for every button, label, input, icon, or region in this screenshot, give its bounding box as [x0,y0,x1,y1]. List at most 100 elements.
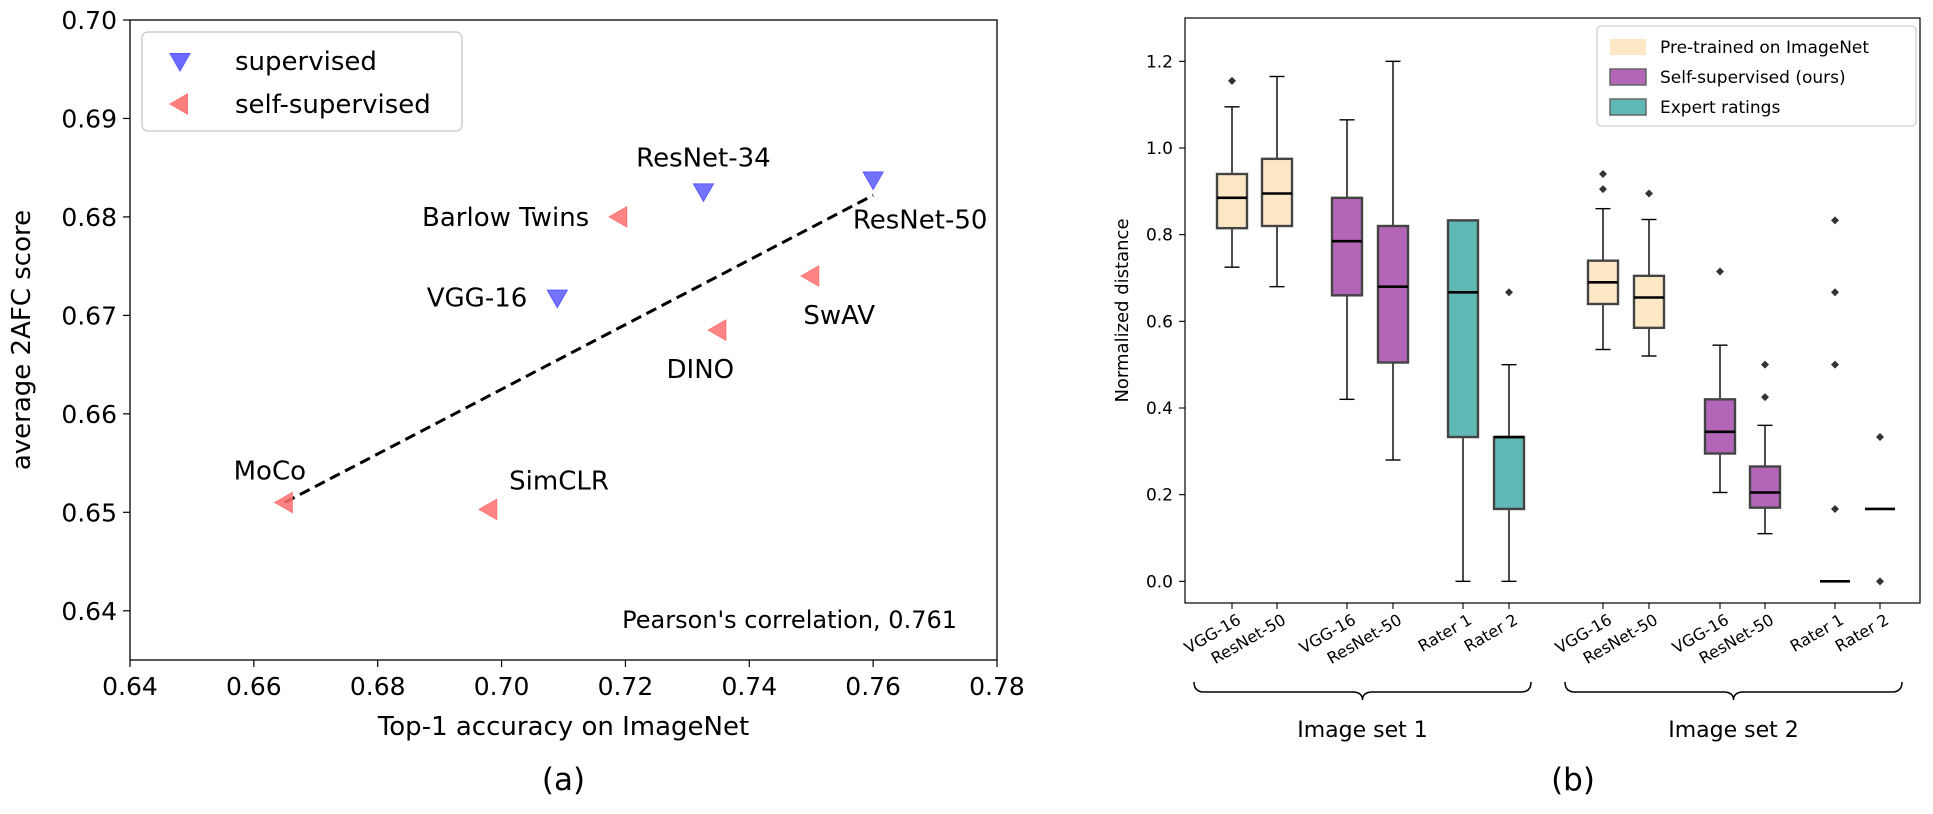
x-tick-label: 0.68 [350,672,406,701]
outlier-point [1876,433,1884,442]
outlier-point [1599,185,1607,194]
outlier-point [1645,189,1653,198]
y-tick-label: 0.66 [61,400,117,429]
box-5 [1492,288,1526,583]
outlier-point [1505,288,1513,297]
point-label: VGG-16 [427,284,528,314]
group-brace [1193,681,1532,701]
box-iqr [1446,219,1480,439]
data-point-vgg-16 [546,289,569,309]
box-1 [1260,75,1294,288]
x-axis-label: Top-1 accuracy on ImageNet [377,712,749,742]
legend-box [1596,25,1917,127]
group-label: Image set 1 [1297,718,1428,743]
legend-label-supervised: supervised [235,47,377,77]
group-label: Image set 2 [1668,718,1799,743]
y-tick-label: 0.69 [61,104,117,133]
legend-label-expert: Expert ratings [1660,98,1780,118]
box-iqr [1376,224,1410,364]
point-label: SimCLR [509,466,609,496]
y-tick-label: 1.0 [1146,139,1173,159]
box-iqr [1492,435,1526,511]
outlier-point [1599,170,1607,178]
panel-label-b: (b) [1551,762,1595,798]
y-axis-label: Normalized distance [1112,218,1133,402]
box-2 [1330,119,1364,401]
data-point-dino [707,319,727,342]
y-tick-label: 0.70 [61,6,117,35]
legend-marker-supervised [169,53,191,73]
regression-fit-line [284,193,874,504]
box-11 [1865,433,1895,586]
x-tick-label: 0.78 [969,672,1025,701]
box-iqr [1330,196,1364,297]
plot-frame [129,19,998,661]
y-tick-label: 0.8 [1146,226,1173,246]
data-point-simclr [478,498,498,521]
legend: supervised self-supervised [141,31,463,132]
y-tick-label: 0.2 [1146,486,1173,506]
legend-swatch-pretrained [1610,39,1646,55]
point-label: ResNet-50 [853,206,988,236]
box-6 [1586,170,1620,351]
point-label: SwAV [803,301,875,331]
legend-box [141,31,463,132]
plot-frame [1184,17,1921,604]
data-point-swav [800,265,820,287]
legend-label-self: self-supervised [235,90,431,120]
y-tick-label: 0.65 [61,498,117,527]
data-point-resnet-34 [692,183,715,203]
panel-label-a: (a) [542,762,585,798]
legend-label-pretrained: Pre-trained on ImageNet [1660,38,1869,58]
box-8 [1703,267,1737,494]
outlier-point [1831,360,1839,369]
point-label: DINO [667,355,735,385]
y-tick-label: 1.2 [1146,52,1173,72]
y-tick-label: 0.64 [61,597,117,626]
data-point-moco [273,491,293,514]
x-tick-label: 0.66 [226,672,282,701]
box-9 [1748,360,1782,535]
correlation-annotation: Pearson's correlation, 0.761 [622,606,957,634]
point-label: Barlow Twins [422,203,589,233]
y-tick-label: 0.6 [1146,312,1173,332]
box-iqr [1632,274,1666,330]
box-10 [1820,216,1850,583]
box-4 [1446,219,1480,583]
outlier-point [1716,267,1724,276]
box-0 [1215,76,1249,268]
box-iqr [1748,465,1782,509]
outlier-point [1831,216,1839,225]
outlier-point [1228,76,1236,85]
legend-marker-self [168,93,188,115]
outlier-point [1876,577,1884,586]
outlier-point [1831,504,1839,513]
x-tick-label: 0.64 [102,672,158,701]
box-iqr [1703,398,1737,455]
panel-b-boxplot: 0.0 0.2 0.4 0.6 0.8 1.0 1.2 Normalized distance… [1112,17,1921,798]
legend: Pre-trained on ImageNet Self-supervised (… [1596,25,1917,127]
x-tick-label: 0.74 [721,672,777,701]
point-label: ResNet-34 [636,143,771,173]
y-axis-label: average 2AFC score [7,210,37,470]
outlier-point [1831,288,1839,297]
x-tick-label: 0.72 [598,672,654,701]
x-tick-label: 0.76 [845,672,901,701]
data-point-resnet-50 [862,171,885,191]
panel-a-scatter: 0.64 0.66 0.68 0.70 0.72 0.74 0.76 0.78 0.64 0.65… [7,6,1025,798]
legend-swatch-expert [1609,98,1647,116]
y-tick-label: 0.0 [1146,572,1173,592]
point-label: MoCo [234,456,306,486]
box-7 [1632,189,1666,357]
legend-label-selfsup: Self-supervised (ours) [1660,68,1846,88]
y-tick-label: 0.4 [1146,399,1173,419]
box-3 [1376,60,1410,461]
x-tick-label: 0.70 [474,672,530,701]
y-tick-label: 0.68 [61,203,117,232]
data-point-barlow-twins [608,206,628,228]
outlier-point [1761,393,1769,402]
x-tick-label: Rater 2 [1461,610,1521,656]
box-iqr [1215,172,1249,230]
